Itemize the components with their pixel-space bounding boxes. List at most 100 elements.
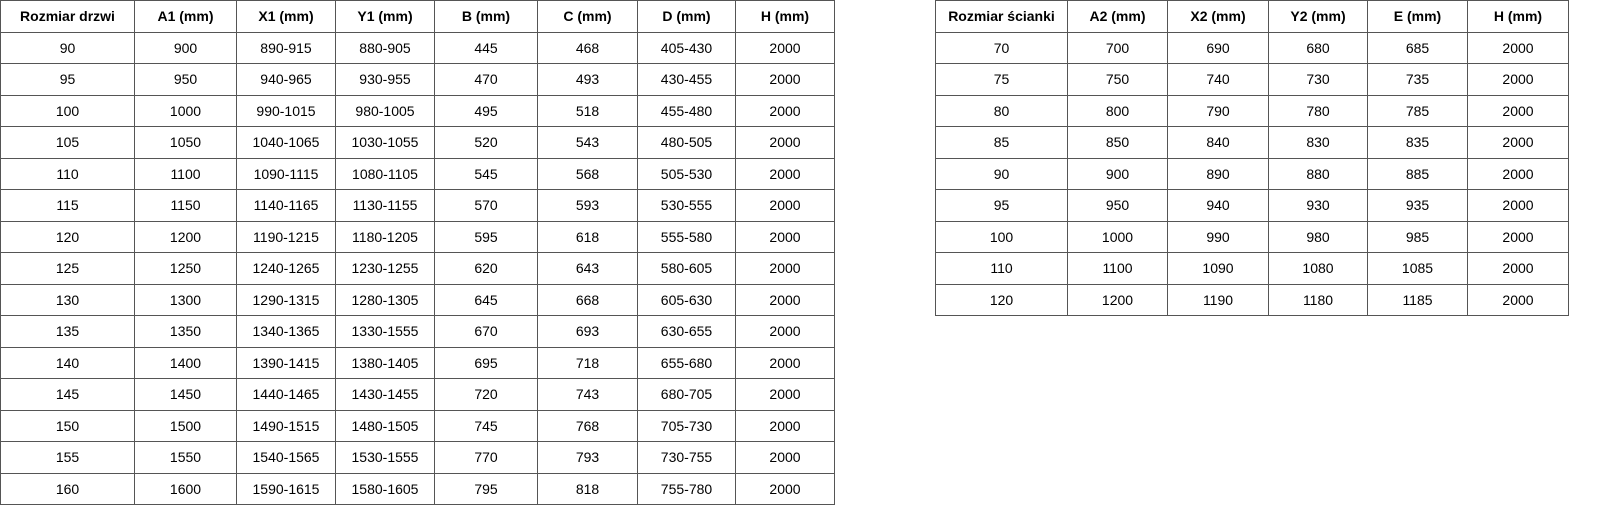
table-row: 110 1100 1090-1115 1080-1105 545 568 505-530 20… (0, 157, 835, 190)
table-cell: 90 (935, 157, 1068, 190)
table-cell: 2000 (1467, 126, 1569, 159)
column-header: D (mm) (637, 0, 736, 33)
table-cell: 2000 (735, 252, 835, 285)
table-cell: 505-530 (637, 157, 736, 190)
table-cell: 110 (0, 157, 135, 190)
table-cell: 2000 (1467, 31, 1569, 64)
table-cell: 930-955 (335, 63, 435, 96)
table-row: 100 1000 990 980 985 2000 (935, 220, 1569, 253)
table-cell: 680-705 (637, 378, 736, 411)
table-cell: 935 (1367, 189, 1468, 222)
table-cell: 643 (537, 252, 638, 285)
table-cell: 790 (1167, 94, 1269, 127)
table-cell: 785 (1367, 94, 1468, 127)
table-cell: 890-915 (236, 31, 336, 64)
table-cell: 480-505 (637, 126, 736, 159)
table-row: 110 1100 1090 1080 1085 2000 (935, 252, 1569, 285)
table-cell: 980-1005 (335, 94, 435, 127)
table-cell: 555-580 (637, 220, 736, 253)
table-cell: 493 (537, 63, 638, 96)
column-header: Rozmiar drzwi (0, 0, 135, 33)
table-cell: 940 (1167, 189, 1269, 222)
table-cell: 155 (0, 441, 135, 474)
table-cell: 2000 (735, 31, 835, 64)
table-row: 70 700 690 680 685 2000 (935, 31, 1569, 64)
table-cell: 80 (935, 94, 1068, 127)
table-cell: 105 (0, 126, 135, 159)
table-cell: 1300 (134, 283, 237, 316)
table-cell: 930 (1268, 189, 1368, 222)
table-row: 120 1200 1190 1180 1185 2000 (935, 283, 1569, 316)
table-cell: 1440-1465 (236, 378, 336, 411)
table-cell: 1350 (134, 315, 237, 348)
table-cell: 1240-1265 (236, 252, 336, 285)
table-cell: 2000 (735, 472, 835, 505)
table-cell: 605-630 (637, 283, 736, 316)
table-cell: 880 (1268, 157, 1368, 190)
table-cell: 125 (0, 252, 135, 285)
table-cell: 885 (1367, 157, 1468, 190)
column-header: A1 (mm) (134, 0, 237, 33)
table-cell: 1500 (134, 409, 237, 442)
table-cell: 150 (0, 409, 135, 442)
table-cell: 718 (537, 346, 638, 379)
table-row: 85 850 840 830 835 2000 (935, 126, 1569, 159)
table-cell: 800 (1067, 94, 1168, 127)
table-cell: 495 (434, 94, 538, 127)
table-cell: 430-455 (637, 63, 736, 96)
table-cell: 705-730 (637, 409, 736, 442)
table-row: 105 1050 1040-1065 1030-1055 520 543 480-505 20… (0, 126, 835, 159)
table-cell: 455-480 (637, 94, 736, 127)
table-cell: 75 (935, 63, 1068, 96)
table-cell: 1480-1505 (335, 409, 435, 442)
table-cell: 2000 (735, 315, 835, 348)
table-cell: 468 (537, 31, 638, 64)
table-cell: 720 (434, 378, 538, 411)
table-cell: 95 (0, 63, 135, 96)
table-row: 90 900 890-915 880-905 445 468 405-430 2000 (0, 31, 835, 64)
table-cell: 2000 (735, 220, 835, 253)
table-cell: 1100 (134, 157, 237, 190)
table-cell: 990-1015 (236, 94, 336, 127)
table-cell: 690 (1167, 31, 1269, 64)
table-row: 95 950 940-965 930-955 470 493 430-455 2000 (0, 63, 835, 96)
table-cell: 940-965 (236, 63, 336, 96)
table-row: 150 1500 1490-1515 1480-1505 745 768 705-730 20… (0, 409, 835, 442)
table-cell: 1100 (1067, 252, 1168, 285)
table-cell: 2000 (1467, 94, 1569, 127)
table-cell: 740 (1167, 63, 1269, 96)
table-cell: 100 (935, 220, 1068, 253)
table-cell: 950 (134, 63, 237, 96)
table-cell: 1550 (134, 441, 237, 474)
table-cell: 543 (537, 126, 638, 159)
column-header: A2 (mm) (1067, 0, 1168, 33)
table-cell: 2000 (735, 441, 835, 474)
table-row: 90 900 890 880 885 2000 (935, 157, 1569, 190)
table-cell: 160 (0, 472, 135, 505)
column-header: C (mm) (537, 0, 638, 33)
table-cell: 85 (935, 126, 1068, 159)
table-cell: 2000 (735, 126, 835, 159)
table-cell: 1490-1515 (236, 409, 336, 442)
table-row: 75 750 740 730 735 2000 (935, 63, 1569, 96)
table-cell: 90 (0, 31, 135, 64)
table-cell: 1250 (134, 252, 237, 285)
table-cell: 405-430 (637, 31, 736, 64)
table-cell: 1185 (1367, 283, 1468, 316)
table-cell: 818 (537, 472, 638, 505)
table-cell: 445 (434, 31, 538, 64)
table-cell: 1400 (134, 346, 237, 379)
table-cell: 1150 (134, 189, 237, 222)
column-header: Y1 (mm) (335, 0, 435, 33)
table-cell: 1080-1105 (335, 157, 435, 190)
door-size-table: Rozmiar drzwi A1 (mm) X1 (mm) Y1 (mm) B (mm)… (0, 0, 835, 505)
column-header: X1 (mm) (236, 0, 336, 33)
table-cell: 1530-1555 (335, 441, 435, 474)
table-cell: 755-780 (637, 472, 736, 505)
table-cell: 618 (537, 220, 638, 253)
table-cell: 2000 (1467, 220, 1569, 253)
table-cell: 1000 (134, 94, 237, 127)
table-row: 140 1400 1390-1415 1380-1405 695 718 655-680 20… (0, 346, 835, 379)
table-cell: 793 (537, 441, 638, 474)
table-cell: 880-905 (335, 31, 435, 64)
